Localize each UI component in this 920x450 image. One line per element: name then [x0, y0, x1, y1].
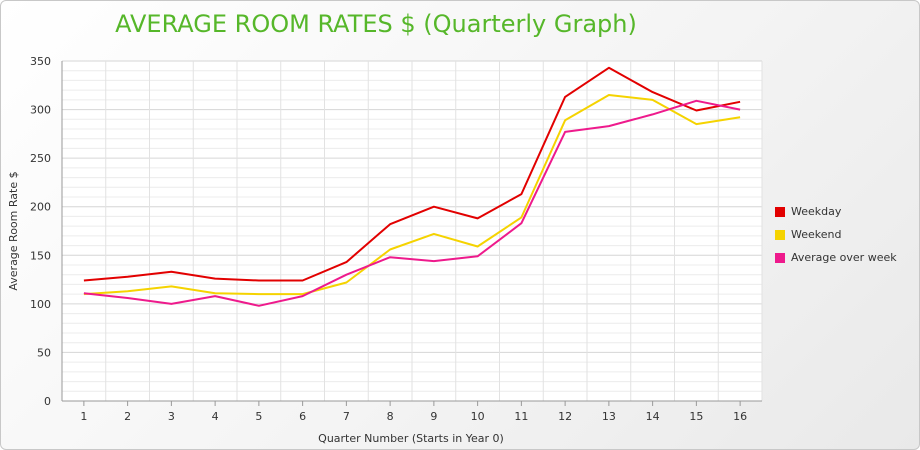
series-line-2	[83, 94, 741, 296]
x-axis-label: Quarter Number (Starts in Year 0)	[318, 432, 504, 445]
legend-label: Weekend	[791, 228, 842, 241]
x-tick-label: 7	[343, 410, 350, 423]
y-tick-label: 150	[30, 249, 51, 262]
x-tick-label: 15	[689, 410, 703, 423]
x-tick-label: 10	[471, 410, 485, 423]
series-line-3	[83, 99, 741, 307]
y-tick-label: 250	[30, 152, 51, 165]
grid	[61, 60, 763, 402]
y-tick-label: 100	[30, 298, 51, 311]
legend-item[interactable]: Average over week	[775, 246, 897, 269]
y-tick-label: 0	[44, 395, 51, 408]
x-tick-label: 11	[514, 410, 528, 423]
y-axis-label: Average Room Rate $	[7, 171, 20, 290]
legend-item[interactable]: Weekend	[775, 223, 897, 246]
y-tick-label: 300	[30, 104, 51, 117]
x-tick-label: 13	[602, 410, 616, 423]
x-tick-label: 4	[212, 410, 219, 423]
x-tick-label: 2	[124, 410, 131, 423]
series-line-1	[83, 66, 741, 282]
chart-title: AVERAGE ROOM RATES $ (Quarterly Graph)	[115, 10, 637, 38]
x-tick-label: 5	[255, 410, 262, 423]
legend-label: Weekday	[791, 205, 842, 218]
y-tick-label: 350	[30, 55, 51, 68]
x-tick-label: 3	[168, 410, 175, 423]
legend: Weekday Weekend Average over week	[775, 200, 897, 269]
x-tick-label: 12	[558, 410, 572, 423]
legend-swatch	[775, 229, 785, 240]
x-tick-label: 9	[430, 410, 437, 423]
x-tick-label: 16	[733, 410, 747, 423]
x-tick-label: 1	[80, 410, 87, 423]
legend-label: Average over week	[791, 251, 897, 264]
x-tick-label: 6	[299, 410, 306, 423]
series-lines	[83, 66, 741, 307]
x-tick-label: 8	[387, 410, 394, 423]
legend-swatch	[775, 206, 785, 217]
legend-swatch	[775, 252, 785, 263]
y-tick-label: 50	[37, 346, 51, 359]
legend-item[interactable]: Weekday	[775, 200, 897, 223]
x-tick-label: 14	[646, 410, 660, 423]
y-tick-label: 200	[30, 201, 51, 214]
